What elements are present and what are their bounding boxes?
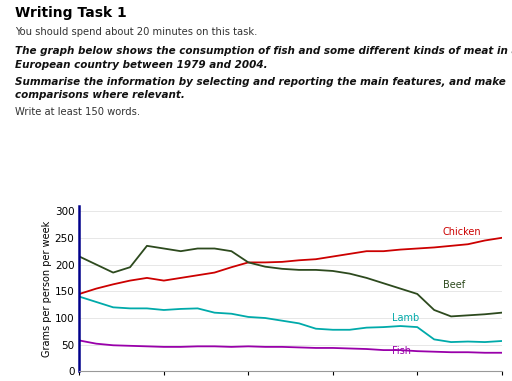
- Text: You should spend about 20 minutes on this task.: You should spend about 20 minutes on thi…: [15, 27, 258, 37]
- Text: Lamb: Lamb: [392, 313, 419, 323]
- Text: Beef: Beef: [443, 280, 465, 290]
- Text: Chicken: Chicken: [443, 227, 481, 237]
- Text: Summarise the information by selecting and reporting the main features, and make: Summarise the information by selecting a…: [15, 77, 506, 87]
- Text: Fish: Fish: [392, 346, 411, 356]
- Text: Write at least 150 words.: Write at least 150 words.: [15, 107, 140, 117]
- Text: comparisons where relevant.: comparisons where relevant.: [15, 90, 185, 100]
- Text: The graph below shows the consumption of fish and some different kinds of meat i: The graph below shows the consumption of…: [15, 46, 512, 56]
- Text: European country between 1979 and 2004.: European country between 1979 and 2004.: [15, 60, 268, 70]
- Text: Writing Task 1: Writing Task 1: [15, 6, 127, 20]
- Y-axis label: Grams per person per week: Grams per person per week: [42, 221, 52, 357]
